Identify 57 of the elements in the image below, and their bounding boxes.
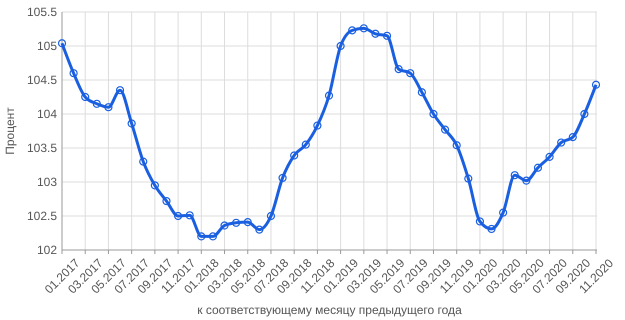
point: [81, 92, 90, 102]
point: [128, 119, 136, 128]
point: [162, 196, 171, 206]
point: [418, 88, 426, 96]
point: [139, 158, 148, 166]
point: [592, 80, 600, 89]
point: [244, 218, 252, 226]
point: [336, 42, 345, 50]
point: [429, 110, 438, 118]
point: [197, 232, 206, 240]
y-tick-label: 102.5: [26, 209, 58, 224]
point: [324, 92, 334, 100]
point: [104, 103, 113, 112]
point: [464, 174, 472, 183]
y-tick-label: 102: [36, 243, 58, 258]
y-tick-label: 105.5: [26, 5, 58, 20]
point: [360, 24, 368, 32]
point: [545, 152, 554, 161]
point: [92, 100, 101, 108]
point: [382, 32, 392, 40]
y-tick-label: 103: [36, 175, 58, 190]
point: [452, 141, 461, 150]
point: [266, 212, 276, 220]
point: [232, 218, 240, 227]
point: [186, 211, 194, 220]
point: [406, 69, 414, 78]
point: [150, 181, 159, 190]
point: [208, 232, 218, 240]
x-axis-title: к соответствующему месяцу предыдущего года: [197, 303, 462, 317]
point: [70, 69, 78, 78]
point: [302, 140, 310, 149]
point: [174, 212, 182, 220]
point: [278, 174, 287, 182]
y-tick-label: 103.5: [26, 141, 58, 156]
point: [510, 171, 519, 180]
point: [522, 176, 530, 185]
point: [557, 138, 566, 147]
point: [313, 121, 322, 130]
point: [371, 30, 380, 38]
point: [255, 226, 264, 234]
point: [394, 65, 403, 74]
y-tick-label: 104: [36, 107, 58, 122]
point: [499, 208, 508, 217]
point: [487, 224, 496, 234]
y-tick-label: 105: [36, 39, 58, 54]
point: [220, 221, 229, 230]
point: [348, 26, 356, 34]
y-tick-label: 104.5: [26, 73, 58, 88]
point: [116, 86, 124, 94]
y-axis-title: Процент: [3, 106, 17, 155]
point: [58, 39, 66, 48]
point: [440, 126, 450, 134]
point: [580, 110, 588, 118]
point: [568, 133, 577, 142]
point: [534, 164, 542, 172]
point: [476, 217, 484, 226]
point: [290, 151, 298, 160]
